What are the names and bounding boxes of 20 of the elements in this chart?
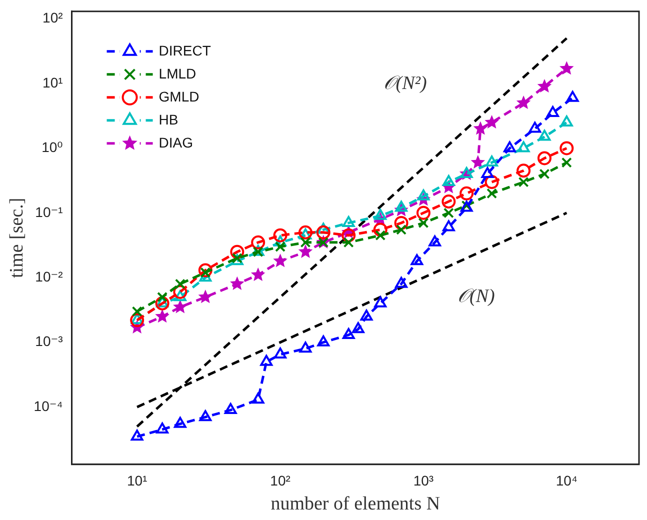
x-tick-label: 10⁴ <box>556 472 578 489</box>
annotation: 𝒪(N) <box>457 286 495 307</box>
y-tick-label: 10⁻¹ <box>35 204 64 220</box>
legend-label: DIAG <box>158 134 194 150</box>
y-tick-label: 10¹ <box>42 74 64 90</box>
x-tick-label: 10³ <box>413 472 434 489</box>
annotation: 𝒪(N²) <box>384 72 427 94</box>
legend-label: GMLD <box>158 88 200 104</box>
legend-label: LMLD <box>158 65 196 82</box>
legend-label: DIRECT <box>158 42 212 58</box>
y-tick-label: 10⁻² <box>35 268 64 284</box>
y-tick-label: 10² <box>42 10 64 26</box>
x-tick-label: 10¹ <box>126 472 148 489</box>
y-axis-title: time [sec.] <box>6 198 28 278</box>
y-tick-label: 10⁰ <box>42 139 64 156</box>
y-tick-label: 10⁻⁴ <box>34 398 63 414</box>
y-tick-label: 10⁻³ <box>35 333 64 350</box>
x-tick-label: 10² <box>270 472 291 489</box>
legend-label: HB <box>158 111 178 128</box>
x-axis-title: number of elements N <box>270 494 440 515</box>
